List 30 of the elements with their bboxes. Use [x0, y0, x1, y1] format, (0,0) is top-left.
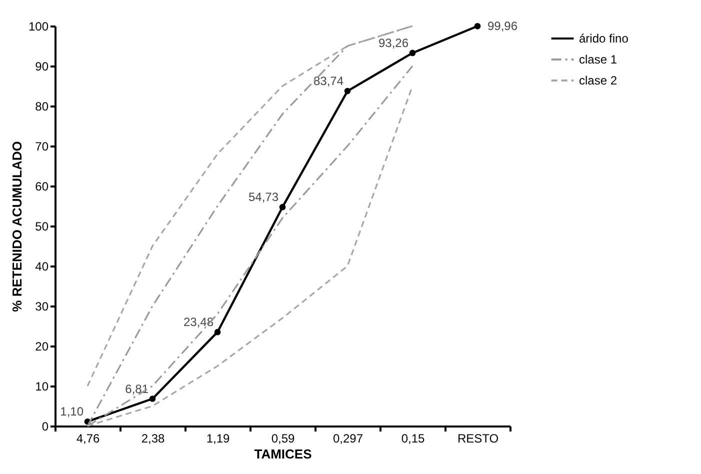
- y-tick-label: 0: [42, 420, 49, 434]
- x-tick-label: 2,38: [141, 432, 165, 446]
- y-tick-label: 90: [35, 60, 49, 74]
- y-tick-label: 20: [35, 340, 49, 354]
- data-label: 99,96: [488, 19, 518, 34]
- data-label: 54,73: [248, 190, 279, 204]
- data-label: 23,48: [183, 315, 214, 330]
- y-axis-title: % RETENIDO ACUMULADO: [9, 141, 24, 312]
- y-tick-label: 60: [35, 180, 49, 194]
- y-tick-label: 30: [35, 300, 49, 314]
- x-tick-label: 0,297: [332, 432, 364, 446]
- legend-label: clase 1: [579, 52, 618, 66]
- data-label: 93,26: [378, 36, 409, 50]
- y-tick-label: 70: [35, 140, 49, 154]
- y-tick-label: 100: [28, 20, 49, 34]
- x-tick-label: 0,15: [401, 432, 425, 446]
- y-tick-label: 80: [35, 100, 49, 114]
- y-tick-label: 10: [35, 380, 49, 394]
- data-label: 83,74: [313, 74, 344, 88]
- y-tick-label: 50: [35, 220, 49, 234]
- x-tick-label: 1,19: [206, 432, 230, 446]
- data-label: 6,81: [125, 382, 149, 396]
- legend-label: árido fino: [579, 32, 629, 46]
- x-tick-label: 0,59: [271, 432, 295, 446]
- x-tick-label: 4,76: [76, 432, 100, 446]
- legend-label: clase 2: [579, 74, 618, 88]
- y-tick-label: 40: [35, 260, 49, 274]
- x-tick-label: RESTO: [457, 432, 499, 446]
- data-label: 1,10: [60, 404, 84, 419]
- x-axis-title: TAMICES: [254, 446, 312, 462]
